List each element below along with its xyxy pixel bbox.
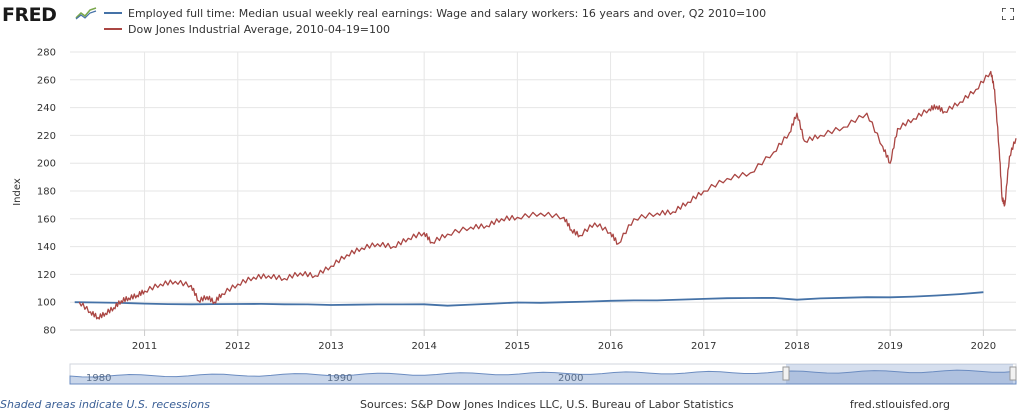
navigator-selected-range[interactable] [786, 364, 1013, 384]
y-axis-tick-labels: 80 100 120 140 160 180 200 220 240 260 280 [37, 48, 56, 337]
series-line-dow[interactable] [78, 70, 1017, 320]
y-tick-label: 80 [43, 326, 56, 337]
y-tick-label: 220 [37, 131, 56, 142]
legend-item-earnings[interactable]: Employed full time: Median usual weekly … [104, 5, 766, 21]
y-tick-label: 120 [37, 270, 56, 281]
x-tick-label: 2013 [318, 341, 343, 352]
x-tick-label: 2018 [784, 341, 809, 352]
y-tick-label: 180 [37, 187, 56, 198]
x-tick-label: 2015 [505, 341, 530, 352]
x-tick-label: 2012 [225, 341, 250, 352]
chart-footer: Shaded areas indicate U.S. recessions So… [0, 398, 1024, 414]
y-tick-label: 140 [37, 242, 56, 253]
navigator-label-1990: 1990 [327, 373, 352, 384]
series-line-earnings[interactable] [74, 291, 984, 307]
fred-logo[interactable]: FRED [2, 4, 57, 26]
navigator-label-2000: 2000 [558, 373, 583, 384]
x-tick-label: 2016 [598, 341, 623, 352]
x-tick-label: 2017 [691, 341, 716, 352]
navigator-right-handle[interactable] [1009, 366, 1017, 381]
x-tick-label: 2014 [411, 341, 436, 352]
y-tick-label: 260 [37, 75, 56, 86]
recession-note: Shaded areas indicate U.S. recessions [0, 398, 210, 411]
y-tick-label: 100 [37, 298, 56, 309]
legend-label-dow: Dow Jones Industrial Average, 2010-04-19… [128, 22, 391, 36]
legend-item-dow[interactable]: Dow Jones Industrial Average, 2010-04-19… [104, 21, 766, 37]
time-navigator[interactable]: 1980 1990 2000 [69, 363, 1017, 385]
legend-swatch-dow [104, 28, 122, 30]
sources-text: Sources: S&P Dow Jones Indices LLC, U.S.… [360, 398, 734, 411]
chart-legend: Employed full time: Median usual weekly … [104, 5, 766, 37]
fred-logo-chart-icon [75, 7, 97, 20]
navigator-label-1980: 1980 [86, 373, 111, 384]
y-tick-label: 240 [37, 103, 56, 114]
y-tick-label: 280 [37, 48, 56, 59]
x-tick-label: 2011 [132, 341, 157, 352]
x-tick-label: 2020 [971, 341, 996, 352]
y-tick-label: 200 [37, 159, 56, 170]
site-link[interactable]: fred.stlouisfed.org [849, 398, 950, 411]
legend-swatch-earnings [104, 12, 122, 14]
navigator-series-area [69, 369, 1017, 385]
y-tick-label: 160 [37, 214, 56, 225]
x-axis-tick-labels: 2011 2012 2013 2014 2015 2016 2017 2018 2019 2020 [132, 341, 996, 352]
x-tick-label: 2019 [877, 341, 902, 352]
legend-label-earnings: Employed full time: Median usual weekly … [128, 6, 767, 20]
series-lines [74, 70, 1017, 320]
grid-lines [70, 51, 1016, 336]
y-axis-title: Index [12, 178, 23, 206]
navigator-left-handle[interactable] [782, 366, 790, 381]
